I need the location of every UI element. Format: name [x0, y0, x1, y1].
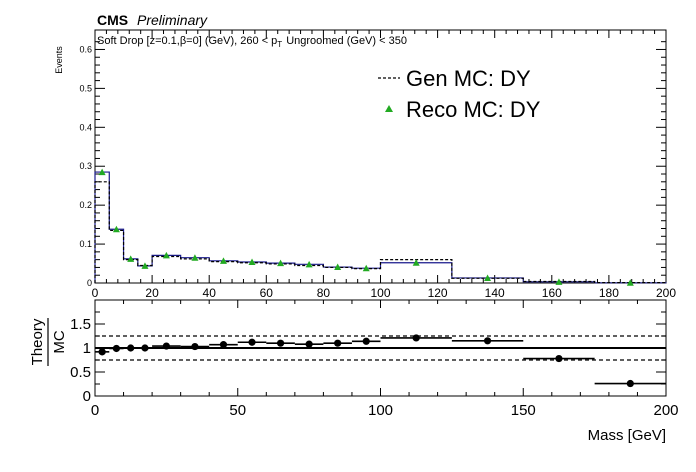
y-tick-label: 0.1	[79, 239, 92, 249]
reco-mc-point	[277, 259, 285, 267]
ratio-point	[112, 344, 121, 353]
y-tick-label: 0.6	[79, 44, 92, 54]
ratio-ylabel-numerator: Theory	[29, 318, 46, 365]
x-tick-label: 160	[542, 286, 562, 300]
legend: Gen MC: DY Reco MC: DY	[378, 66, 541, 122]
reco-mc-point	[626, 279, 634, 286]
ratio-x-tick-labels: 0 50 100 150 200	[91, 402, 679, 419]
main-plot-frame	[94, 29, 667, 284]
subtitle-subscript: T	[277, 40, 282, 49]
y-tick-label: 0.5	[79, 83, 92, 93]
reco-mc-point	[219, 257, 227, 264]
reco-mc-point	[162, 251, 170, 259]
legend-reco-marker	[385, 105, 393, 112]
subtitle-prefix: Soft Drop [z=0.1,β=0] (GeV), 260 < p	[97, 35, 277, 47]
x-tick-label: 80	[317, 286, 331, 300]
experiment-label: CMS	[97, 12, 128, 28]
reco-mc-point	[112, 225, 120, 233]
ratio-reference-lines	[95, 335, 666, 361]
ratio-x-tick-label: 200	[653, 402, 678, 419]
ratio-point	[334, 339, 342, 347]
ratio-y-tick-label: 1.5	[70, 316, 91, 333]
reco-mc-point	[334, 263, 342, 271]
y-tick-label: 0.3	[79, 161, 92, 171]
y-axis-label: Events	[54, 46, 64, 74]
x-tick-label: 100	[370, 286, 390, 300]
reco-mc-point	[98, 168, 106, 176]
y-tick-label: 0.2	[79, 200, 92, 210]
ratio-point	[98, 348, 106, 356]
ratio-point	[483, 337, 492, 345]
ratio-point	[248, 338, 256, 346]
reco-mc-markers	[98, 168, 634, 286]
x-tick-label: 200	[656, 286, 676, 300]
subtitle-suffix: Ungroomed (GeV) < 350	[286, 35, 407, 47]
y-tick-label: 0.4	[79, 122, 92, 132]
ratio-plot: 0 50 100 150 200 0 0.5 1 1.5 Theory MC Mass [Ge…	[29, 299, 679, 444]
ratio-y-tick-label: 0	[83, 388, 91, 405]
ratio-points	[95, 334, 666, 388]
x-axis-label: Mass [GeV]	[588, 427, 666, 444]
reco-mc-point	[248, 258, 256, 265]
x-tick-label: 20	[145, 286, 159, 300]
ratio-x-tick-label: 150	[511, 402, 536, 419]
ratio-point	[362, 337, 370, 345]
ratio-x-tick-label: 100	[368, 402, 393, 419]
reco-mc-point	[362, 264, 370, 272]
reco-mc-point	[484, 274, 492, 281]
ratio-x-tick-label: 0	[91, 402, 99, 419]
reco-mc-point	[141, 262, 149, 269]
main-plot-x-tick-labels: 0 20 40 60 80 100 120 140 160 180 200	[92, 286, 677, 300]
ratio-point	[162, 342, 170, 350]
gen-mc-histogram	[94, 171, 667, 284]
y-tick-label: 0	[87, 278, 92, 288]
reco-mc-point	[555, 278, 563, 285]
ratio-y-tick-label: 1	[83, 340, 91, 357]
x-tick-label: 180	[599, 286, 619, 300]
ratio-y-axis-label: Theory MC	[29, 318, 68, 366]
ratio-point	[626, 379, 634, 388]
ratio-plot-ticks	[94, 300, 667, 397]
ratio-y-tick-label: 0.5	[70, 364, 91, 381]
main-plot: 0 20 40 60 80 100 120 140 160 180 200 0 0.1 0.2 0.3 0.…	[54, 29, 677, 300]
reco-mc-point	[412, 259, 420, 266]
ratio-point	[276, 339, 285, 347]
ratio-point	[141, 344, 149, 352]
ratio-point	[191, 342, 199, 351]
main-plot-ticks	[94, 30, 667, 284]
legend-reco-label: Reco MC: DY	[406, 97, 541, 122]
reco-mc-step-line	[94, 171, 667, 284]
x-tick-label: 0	[92, 286, 99, 300]
ratio-y-tick-labels: 0 0.5 1 1.5	[70, 316, 91, 405]
reco-mc-point	[305, 260, 313, 268]
status-label: Preliminary	[137, 12, 208, 28]
x-tick-label: 40	[203, 286, 217, 300]
ratio-point	[555, 354, 563, 363]
ratio-point	[305, 340, 313, 348]
reco-mc-point	[191, 254, 199, 261]
gen-mc-step-line	[94, 181, 667, 284]
legend-gen-label: Gen MC: DY	[406, 66, 531, 91]
ratio-point	[127, 344, 135, 352]
reco-mc-point	[127, 255, 135, 262]
ratio-point	[412, 334, 420, 342]
ratio-x-tick-label: 50	[229, 402, 246, 419]
ratio-point	[219, 341, 228, 349]
x-tick-label: 120	[428, 286, 448, 300]
main-plot-y-tick-labels: 0 0.1 0.2 0.3 0.4 0.5 0.6	[79, 44, 92, 288]
ratio-ylabel-denominator: MC	[51, 330, 68, 353]
x-tick-label: 140	[485, 286, 505, 300]
x-tick-label: 60	[260, 286, 274, 300]
subtitle-text: Soft Drop [z=0.1,β=0] (GeV), 260 < pT Ung…	[97, 35, 407, 49]
